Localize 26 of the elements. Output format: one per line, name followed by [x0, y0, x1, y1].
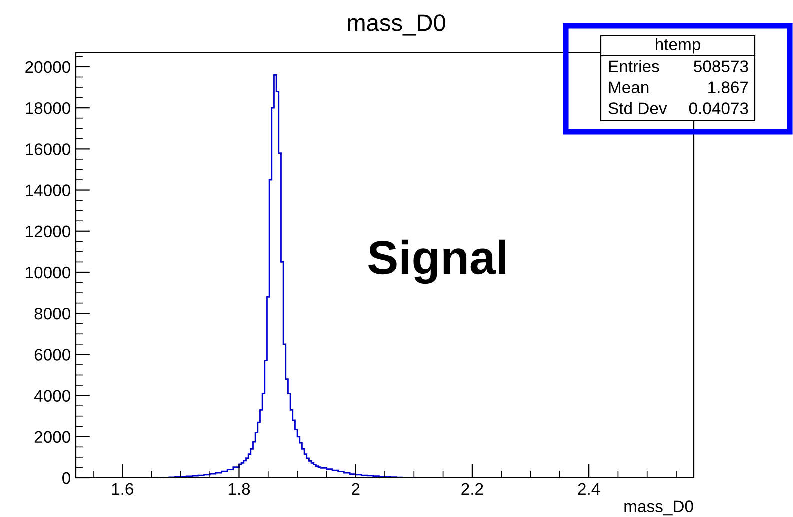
chart-title: mass_D0	[348, 14, 446, 36]
y-tick-label: 12000	[26, 226, 70, 238]
y-tick-label: 8000	[34, 308, 70, 320]
x-tick-label: 2.2	[462, 483, 484, 495]
x-tick-label: 2.4	[578, 483, 600, 495]
y-tick-label: 14000	[26, 184, 70, 196]
annotation: 0.04073	[689, 102, 748, 114]
text: 508573	[694, 60, 748, 72]
text: 1.867	[708, 82, 748, 94]
x-axis-title: mass_D0	[624, 500, 694, 516]
y-tick-label: 6000	[34, 349, 70, 361]
x-tick-label: 2	[352, 483, 360, 495]
annotation: Entries	[609, 60, 660, 72]
y-tick-label: 18000	[26, 102, 70, 114]
annotation: Signal	[368, 240, 506, 284]
annotation: Mean	[609, 82, 649, 94]
x-tick-label: 1.6	[112, 483, 134, 496]
y-tick-label: 4000	[34, 390, 70, 402]
x-tick-label: 1.8	[228, 483, 250, 496]
annotation: Std Dev	[608, 102, 668, 114]
annotation: htemp	[656, 38, 700, 54]
y-tick-label: 16000	[26, 144, 70, 156]
y-tick-label: 0	[62, 472, 70, 484]
y-tick-label: 2000	[34, 431, 70, 444]
y-tick-label: 10000	[26, 266, 70, 279]
y-tick-label: 20000	[26, 61, 70, 74]
